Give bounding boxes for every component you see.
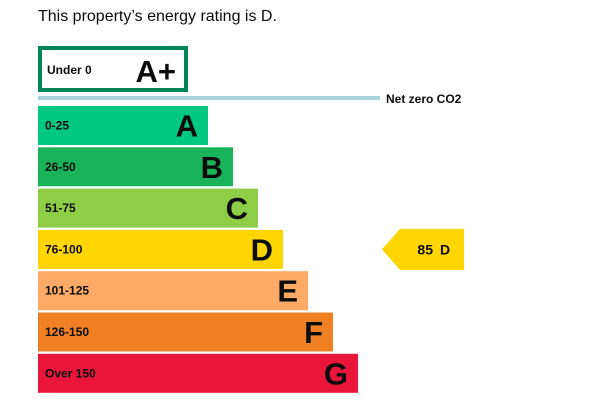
- plus-band-range-label: Under 0: [47, 63, 92, 77]
- band-range-label-c: 51-75: [45, 201, 76, 215]
- plus-band: Under 0 A+: [38, 46, 188, 92]
- net-zero-label: Net zero CO2: [386, 92, 462, 106]
- net-zero-line-group: Net zero CO2: [38, 92, 462, 106]
- band-bar-a: [38, 106, 208, 145]
- band-bar-b: [38, 147, 233, 187]
- net-zero-line: [38, 96, 380, 100]
- band-letter-f: F: [304, 315, 323, 350]
- band-letter-b: B: [201, 150, 223, 185]
- band-letter-e: E: [277, 274, 298, 309]
- band-letter-g: G: [324, 356, 348, 391]
- plus-band-letter: A+: [136, 54, 177, 89]
- band-bar-f: [38, 312, 333, 352]
- band-range-label-e: 101-125: [45, 284, 89, 298]
- current-rating-letter: D: [440, 241, 450, 257]
- band-range-label-f: 126-150: [45, 325, 89, 339]
- plus-band-frame: [38, 46, 188, 92]
- current-rating-value: 85: [417, 241, 433, 257]
- band-letter-a: A: [176, 109, 198, 144]
- band-range-label-b: 26-50: [45, 160, 76, 174]
- band-letter-c: C: [226, 191, 248, 226]
- band-bar-g: [38, 353, 358, 393]
- current-rating-arrow: [382, 228, 464, 270]
- band-range-label-d: 76-100: [45, 242, 83, 256]
- band-letter-d: D: [251, 232, 273, 267]
- current-rating-marker: 85 D: [382, 228, 464, 270]
- band-bar-c: [38, 188, 258, 228]
- band-bar-d: [38, 229, 283, 269]
- rating-bands: 0-25 A 26-50 B 51-75 C 76-100 D 101-125 E 126-150 F…: [38, 106, 358, 393]
- band-range-label-a: 0-25: [45, 119, 69, 133]
- band-range-label-g: Over 150: [45, 366, 96, 380]
- band-bar-e: [38, 271, 308, 311]
- energy-rating-heading: This property’s energy rating is D.: [38, 8, 277, 25]
